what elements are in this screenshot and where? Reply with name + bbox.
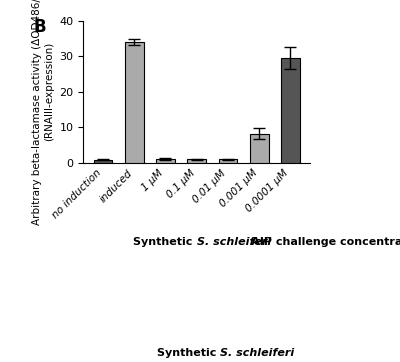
Text: S. schleiferi: S. schleiferi [220, 348, 294, 358]
Y-axis label: Arbitrary beta-lactamase activity (ΔOD486/OD600)
(RNAIII-expression): Arbitrary beta-lactamase activity (ΔOD48… [32, 0, 54, 225]
Bar [250, 134, 268, 163]
Text: Synthetic: Synthetic [157, 348, 220, 358]
Bar [94, 160, 112, 163]
Bar [281, 58, 300, 163]
Text: S. schleiferi: S. schleiferi [197, 237, 271, 247]
Bar [218, 159, 237, 163]
Text: Synthetic: Synthetic [134, 237, 197, 247]
Text: AIP challenge concentration: AIP challenge concentration [197, 237, 400, 247]
Text: B: B [33, 18, 46, 36]
Bar [156, 159, 175, 163]
Bar [187, 159, 206, 163]
Bar [125, 42, 144, 163]
